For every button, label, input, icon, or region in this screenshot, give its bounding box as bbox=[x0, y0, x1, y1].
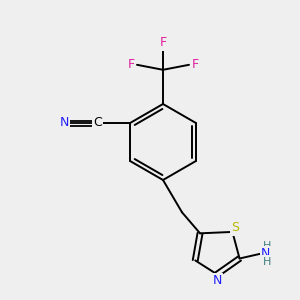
Text: H: H bbox=[263, 241, 272, 250]
Text: N: N bbox=[60, 116, 69, 130]
Text: N: N bbox=[261, 247, 270, 260]
Text: S: S bbox=[231, 221, 239, 234]
Text: H: H bbox=[263, 256, 272, 266]
Text: C: C bbox=[93, 116, 102, 130]
Text: F: F bbox=[128, 58, 135, 71]
Text: N: N bbox=[212, 274, 222, 287]
Text: F: F bbox=[159, 36, 167, 49]
Text: F: F bbox=[191, 58, 199, 71]
